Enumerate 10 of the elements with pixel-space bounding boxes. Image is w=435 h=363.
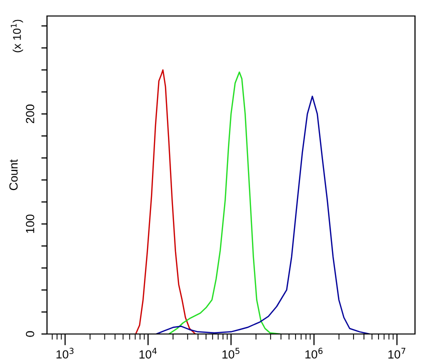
x-tick-label: 10$^{7}$	[388, 348, 406, 359]
y-axis-title: Count	[9, 159, 18, 190]
y-tick-label: 200	[26, 104, 34, 124]
x-tick-label: 10$^{6}$	[305, 348, 323, 359]
x-tick-label: 10$^{4}$	[140, 348, 157, 359]
x-tick-label: 10$^{5}$	[222, 348, 240, 359]
text: (x 10$^{1}$)	[10, 20, 24, 52]
y-tick-label: 0	[26, 331, 34, 337]
y-tick-label: 100	[26, 214, 34, 233]
x-tick-label: 10$^{3}$	[56, 348, 74, 359]
